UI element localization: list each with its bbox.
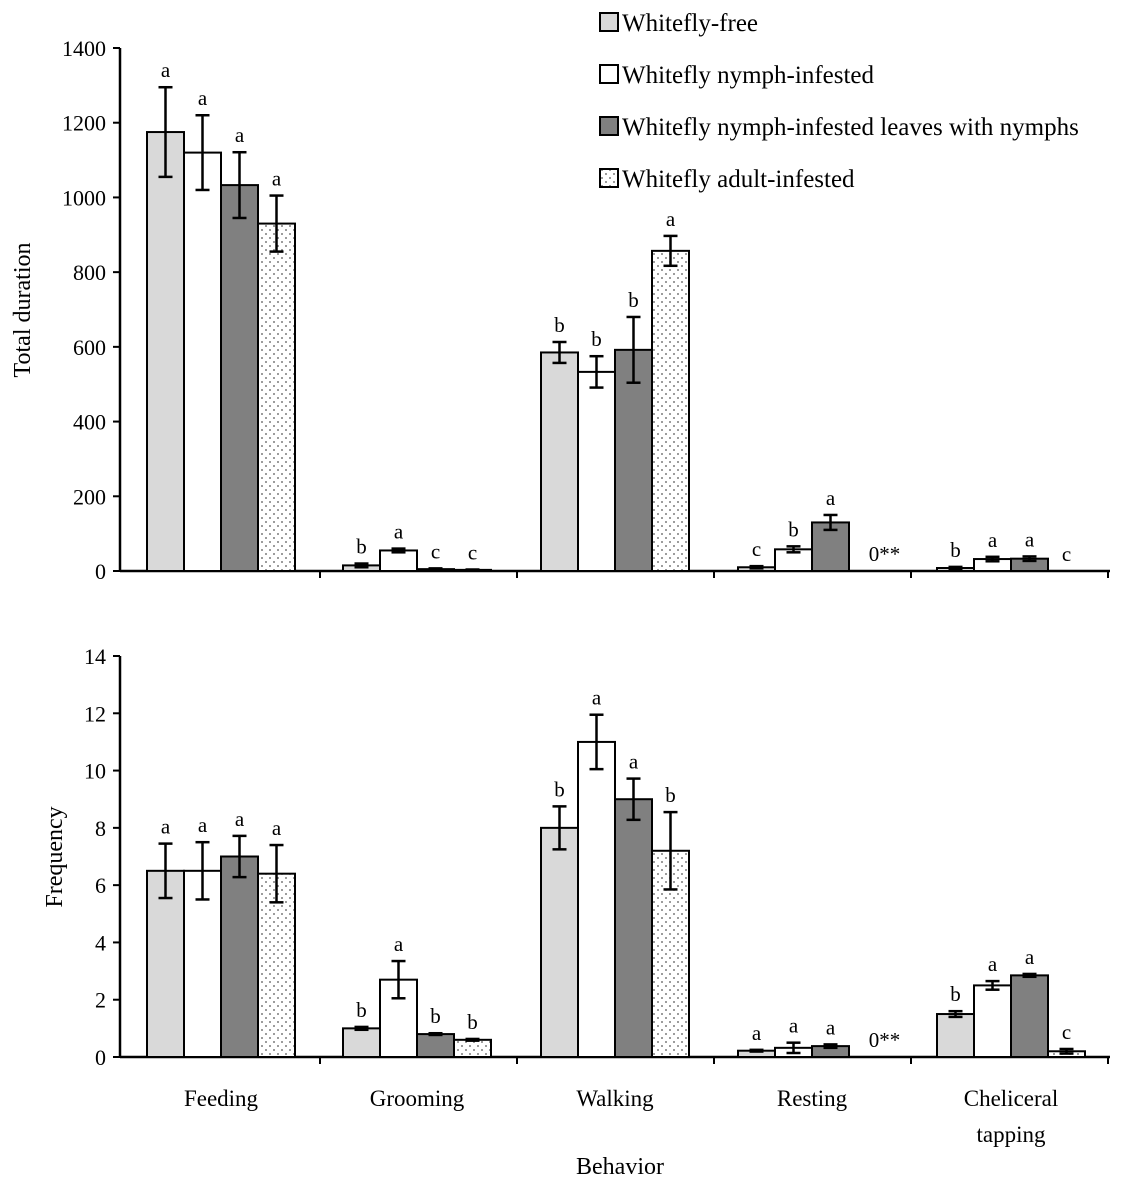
category-label: tapping xyxy=(977,1122,1046,1147)
significance-label: 0** xyxy=(869,542,901,566)
bar xyxy=(257,222,296,572)
bar xyxy=(146,131,185,573)
y-tick-label: 800 xyxy=(73,260,106,285)
bar xyxy=(936,1013,975,1058)
y-tick-label: 2 xyxy=(95,988,106,1013)
behavior-axis-title: Behavior xyxy=(576,1154,664,1180)
legend-swatch xyxy=(599,12,619,32)
significance-label: b xyxy=(554,313,565,337)
significance-label: a xyxy=(394,932,404,956)
significance-label: a xyxy=(988,528,998,552)
legend-swatch xyxy=(599,64,619,84)
significance-label: a xyxy=(161,815,171,839)
duration-axis-title: Total duration xyxy=(10,243,36,378)
significance-label: c xyxy=(1062,1020,1071,1044)
bar xyxy=(577,740,616,1059)
significance-label: a xyxy=(826,1015,836,1039)
legend-swatch xyxy=(599,168,619,188)
significance-label: a xyxy=(826,486,836,510)
frequency-axis-title: Frequency xyxy=(42,806,68,907)
bar xyxy=(540,826,579,1058)
significance-label: c xyxy=(468,541,477,565)
significance-label: 0** xyxy=(869,1028,901,1052)
bar xyxy=(220,184,259,572)
category-label: Grooming xyxy=(370,1086,465,1111)
significance-label: b xyxy=(554,777,565,801)
significance-label: a xyxy=(198,86,208,110)
significance-label: a xyxy=(198,813,208,837)
significance-label: a xyxy=(1025,945,1035,969)
significance-label: b xyxy=(788,517,799,541)
significance-label: a xyxy=(592,686,602,710)
significance-label: b xyxy=(591,327,602,351)
category-label: Cheliceral xyxy=(964,1086,1059,1111)
y-tick-label: 10 xyxy=(84,759,106,784)
bar xyxy=(453,1038,492,1059)
significance-label: b xyxy=(950,538,961,562)
y-tick-label: 600 xyxy=(73,335,106,360)
bar xyxy=(577,370,616,572)
significance-label: a xyxy=(629,750,639,774)
significance-label: b xyxy=(665,783,676,807)
significance-label: c xyxy=(1062,542,1071,566)
significance-label: a xyxy=(666,207,676,231)
legend-swatch xyxy=(599,116,619,136)
significance-label: a xyxy=(272,816,282,840)
bar xyxy=(614,798,653,1058)
significance-label: a xyxy=(752,1021,762,1045)
y-tick-label: 0 xyxy=(95,1045,106,1070)
bar xyxy=(183,151,222,572)
frequency-panel: 0 2 4 6 8 10 12 14 a b b a b a a a a a a b a a a a b b 0** c Feeding… xyxy=(84,644,1110,1147)
significance-label: a xyxy=(161,58,171,82)
significance-label: a xyxy=(235,123,245,147)
bar xyxy=(651,249,690,573)
significance-label: c xyxy=(752,537,761,561)
significance-label: a xyxy=(1025,527,1035,551)
bar xyxy=(614,348,653,572)
category-label: Walking xyxy=(576,1086,654,1111)
y-tick-label: 1000 xyxy=(62,185,106,210)
y-tick-label: 200 xyxy=(73,484,106,509)
y-tick-label: 8 xyxy=(95,816,106,841)
legend: Whitefly-free Whitefly nymph-infested Whit… xyxy=(599,10,1079,193)
significance-label: c xyxy=(431,539,440,563)
significance-label: b xyxy=(950,982,961,1006)
bar xyxy=(1010,974,1049,1058)
legend-label: Whitefly nymph-infested xyxy=(622,62,875,89)
significance-label: a xyxy=(235,807,245,831)
bar xyxy=(973,984,1012,1059)
significance-label: b xyxy=(628,288,639,312)
significance-label: b xyxy=(356,998,367,1022)
significance-label: a xyxy=(394,520,404,544)
legend-label: Whitefly-free xyxy=(622,10,758,37)
significance-label: b xyxy=(467,1010,478,1034)
category-label: Resting xyxy=(777,1086,848,1111)
duration-panel: 0 200 400 600 800 1000 1200 1400 a b b c b a a b b a a c b a a… xyxy=(62,36,1110,584)
significance-label: b xyxy=(356,535,367,559)
bar xyxy=(257,872,296,1059)
significance-label: a xyxy=(272,167,282,191)
significance-label: b xyxy=(430,1004,441,1028)
bar xyxy=(416,1033,455,1058)
bar xyxy=(220,855,259,1058)
y-tick-label: 400 xyxy=(73,410,106,435)
y-tick-label: 0 xyxy=(95,559,106,584)
y-tick-label: 6 xyxy=(95,873,106,898)
bar xyxy=(540,351,579,573)
legend-label: Whitefly adult-infested xyxy=(622,166,855,193)
y-tick-label: 1400 xyxy=(62,36,106,61)
category-label: Feeding xyxy=(184,1086,259,1111)
significance-label: a xyxy=(789,1014,799,1038)
significance-label: a xyxy=(988,952,998,976)
legend-label: Whitefly nymph-infested leaves with nymp… xyxy=(622,114,1079,141)
y-tick-label: 14 xyxy=(84,644,106,669)
y-tick-label: 12 xyxy=(84,701,106,726)
y-tick-label: 4 xyxy=(95,930,106,955)
bar xyxy=(342,1027,381,1059)
y-tick-label: 1200 xyxy=(62,111,106,136)
